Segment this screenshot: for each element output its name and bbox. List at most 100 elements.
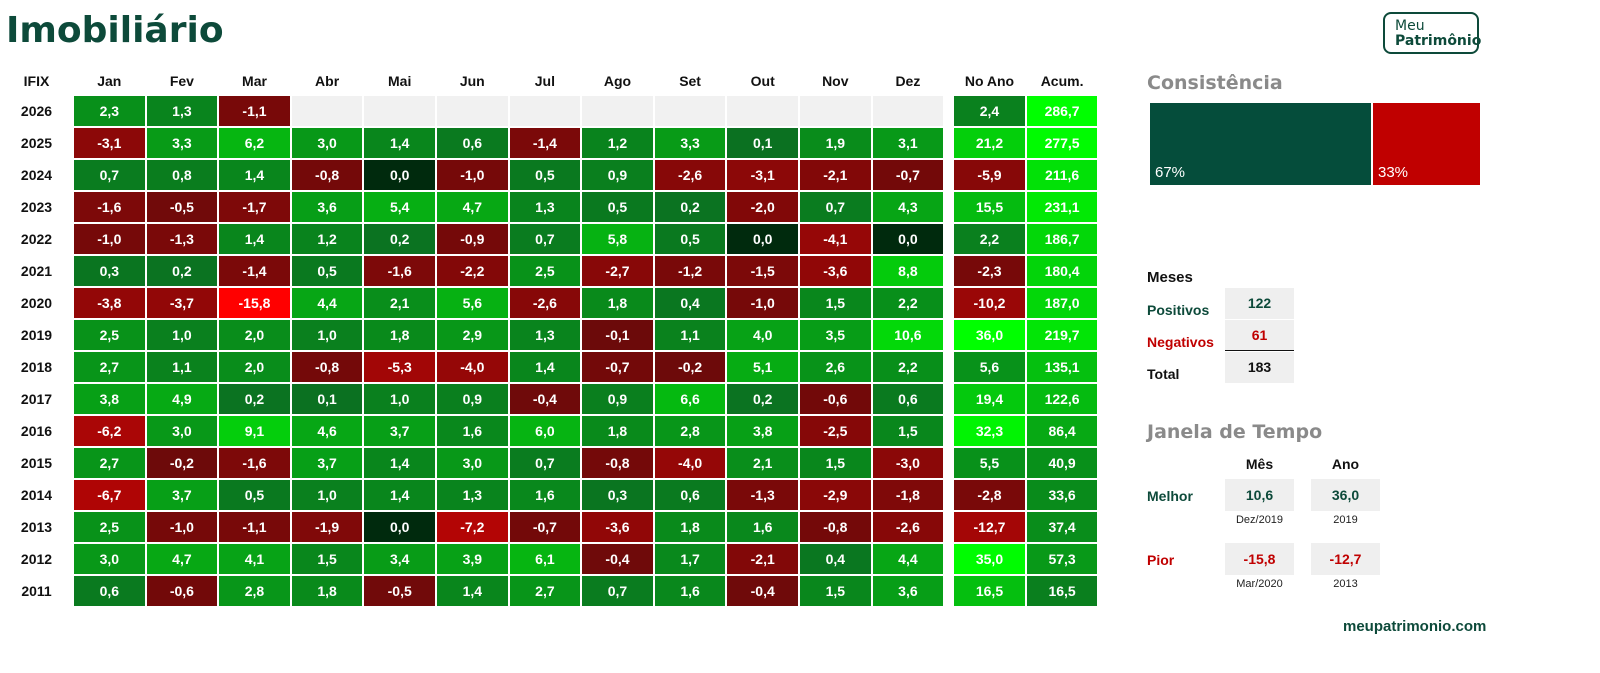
column-header: Nov [822,73,849,89]
column-header: Out [750,73,775,89]
column-header: Abr [315,73,340,89]
heatmap-cell: 5,5 [953,447,1026,479]
heatmap-cell: -3,6 [799,255,872,287]
negativos-label: Negativos [1147,334,1214,350]
heatmap-cell: -1,3 [726,479,799,511]
heatmap-cell: 1,0 [145,319,219,351]
heatmap-cell: 1,6 [653,575,727,607]
heatmap-cell: -1,1 [218,511,291,543]
page-title: Imobiliário [6,10,224,51]
heatmap-cell: 3,8 [73,383,146,415]
heatmap-cell: 2,8 [653,415,727,447]
heatmap-cell: 1,5 [871,415,945,447]
heatmap-cell [871,95,945,127]
heatmap-cell: -2,7 [581,255,654,287]
column-header: Mar [242,73,267,89]
heatmap-cell: 135,1 [1025,351,1099,383]
column-header: Fev [169,73,194,89]
heatmap-cell: -3,8 [73,287,146,319]
heatmap-cell: 1,8 [290,575,364,607]
heatmap-cell: 3,0 [73,543,146,575]
heatmap-cell: 2,0 [218,319,291,351]
heatmap-cell: 1,5 [799,287,872,319]
heatmap-cell: 2,4 [953,95,1026,127]
heatmap-cell: 187,0 [1025,287,1099,319]
heatmap-cell: 2,0 [218,351,291,383]
heatmap-cell: 10,6 [871,319,945,351]
heatmap-cell: -3,1 [726,159,799,191]
heatmap-cell: -6,2 [73,415,146,447]
heatmap-cell: 0,1 [290,383,364,415]
heatmap-cell: -2,3 [953,255,1026,287]
heatmap-cell: 0,5 [581,191,654,223]
heatmap-cell: -1,0 [436,159,509,191]
pior-mes-value: -15,8 [1225,543,1294,575]
heatmap-cell: -12,7 [953,511,1026,543]
corner-label: IFIX [23,73,50,89]
heatmap-cell: -0,8 [799,511,872,543]
row-year-label: 2023 [20,199,53,215]
heatmap-cell: 1,2 [581,127,654,159]
heatmap-cell: 1,6 [726,511,799,543]
heatmap-cell: -15,8 [218,287,291,319]
row-year-label: 2021 [20,263,53,279]
heatmap-cell: 3,4 [363,543,436,575]
logo-line1: Meu [1395,18,1425,34]
heatmap-cell: 5,1 [726,351,799,383]
row-year-label: 2014 [20,487,53,503]
heatmap-cell: 0,5 [653,223,727,255]
heatmap-cell: 4,7 [145,543,219,575]
heatmap-cell: 0,9 [581,159,654,191]
heatmap-cell: 2,1 [363,287,436,319]
brand-logo: Meu Patrimônio [1383,12,1481,54]
heatmap-cell: 2,2 [871,351,945,383]
heatmap-cell: -4,0 [653,447,727,479]
heatmap-cell: 3,7 [363,415,436,447]
heatmap-cell: -0,7 [871,159,945,191]
heatmap-cell: -1,3 [145,223,219,255]
heatmap-cell: 4,0 [726,319,799,351]
heatmap-cell: -2,0 [726,191,799,223]
consistencia-title: Consistência [1147,72,1283,94]
heatmap-cell: -0,5 [145,191,219,223]
heatmap-cell: 8,8 [871,255,945,287]
heatmap-cell: 0,2 [218,383,291,415]
heatmap-cell: -4,1 [799,223,872,255]
heatmap-cell: -2,1 [799,159,872,191]
heatmap-cell: 16,5 [1025,575,1099,607]
heatmap-cell: 4,3 [871,191,945,223]
heatmap-cell: 1,4 [508,351,582,383]
heatmap-cell: 4,6 [290,415,364,447]
heatmap-cell: -5,3 [363,351,436,383]
consistencia-negative-bar: 33% [1373,103,1480,185]
pior-ano-date: 2013 [1333,578,1358,590]
heatmap-cell: 40,9 [1025,447,1099,479]
heatmap-cell: 1,2 [290,223,364,255]
heatmap-cell: 180,4 [1025,255,1099,287]
consistencia-positive-bar: 67% [1150,103,1371,185]
row-year-label: 2015 [20,455,53,471]
heatmap-cell [436,95,509,127]
heatmap-cell: -1,6 [218,447,291,479]
total-count: 183 [1225,352,1294,383]
column-header: No Ano [964,73,1015,89]
site-url[interactable]: meupatrimonio.com [1343,618,1487,635]
heatmap-cell: -1,0 [726,287,799,319]
melhor-mes-value: 10,6 [1225,479,1294,511]
column-header: Ago [603,73,632,89]
heatmap-cell: 2,7 [508,575,582,607]
heatmap-cell: -0,4 [726,575,799,607]
positivos-count: 122 [1225,288,1294,319]
heatmap-cell: 277,5 [1025,127,1099,159]
row-year-label: 2026 [20,103,53,119]
heatmap-cell: 0,7 [508,223,582,255]
heatmap-cell: 286,7 [1025,95,1099,127]
heatmap-cell: -2,1 [726,543,799,575]
heatmap-cell: 6,1 [508,543,582,575]
heatmap-cell: -1,0 [145,511,219,543]
column-header: Dez [895,73,921,89]
heatmap-cell: 3,1 [871,127,945,159]
heatmap-cell: 1,5 [799,447,872,479]
negativos-count: 61 [1225,320,1294,351]
heatmap-cell: 0,8 [145,159,219,191]
